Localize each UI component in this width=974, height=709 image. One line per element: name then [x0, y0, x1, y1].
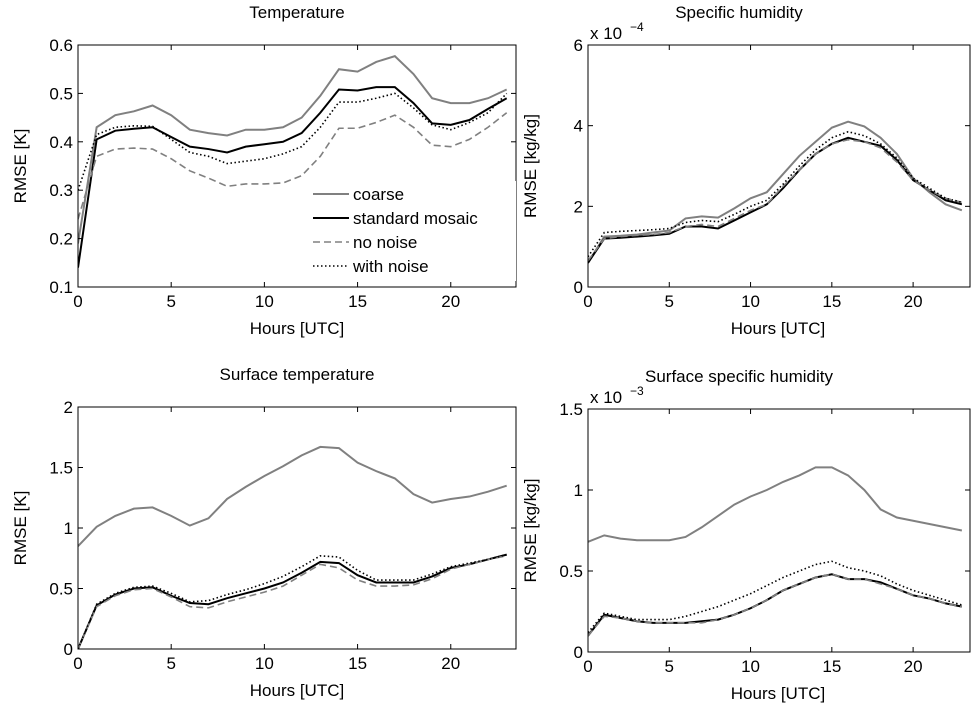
x-tick-label: 0 [583, 292, 592, 311]
x-tick-label: 15 [822, 657, 841, 676]
y-axis-label: RMSE [K] [11, 129, 30, 204]
legend-label: with noise [352, 257, 429, 276]
x-axis-label: Hours [UTC] [731, 319, 825, 338]
legend-label: standard mosaic [353, 209, 478, 228]
y-tick-label: 2 [64, 398, 73, 417]
y-tick-label: 0.5 [49, 84, 73, 103]
y-tick-label: 2 [574, 197, 583, 216]
x-tick-label: 20 [904, 292, 923, 311]
series-line [588, 130, 963, 258]
x-tick-label: 10 [741, 657, 760, 676]
axis-multiplier-exponent: −4 [630, 20, 644, 34]
y-tick-label: 6 [574, 36, 583, 55]
y-tick-label: 4 [574, 117, 583, 136]
axes-background [588, 45, 970, 287]
y-tick-label: 0.5 [49, 580, 73, 599]
x-tick-label: 15 [348, 654, 367, 673]
legend-label: no noise [353, 233, 417, 252]
x-tick-label: 5 [665, 292, 674, 311]
axes-background [78, 407, 516, 649]
x-tick-label: 0 [73, 292, 82, 311]
axes-background [588, 409, 970, 652]
x-tick-label: 20 [904, 657, 923, 676]
y-tick-label: 0 [574, 643, 583, 662]
y-tick-label: 0.3 [49, 181, 73, 200]
y-tick-label: 0.4 [49, 133, 73, 152]
subplot-title: Temperature [249, 3, 344, 22]
x-tick-label: 15 [348, 292, 367, 311]
series-line [78, 54, 508, 244]
x-tick-label: 20 [441, 292, 460, 311]
y-tick-label: 1 [574, 481, 583, 500]
series-line [588, 573, 963, 637]
y-tick-label: 0.2 [49, 230, 73, 249]
y-tick-label: 0 [574, 278, 583, 297]
x-tick-label: 10 [255, 292, 274, 311]
y-axis-label: RMSE [K] [11, 491, 30, 566]
series-line [78, 112, 508, 220]
x-tick-label: 5 [665, 657, 674, 676]
series-line [588, 560, 963, 634]
x-axis-label: Hours [UTC] [731, 684, 825, 703]
series-line [78, 553, 507, 649]
x-axis-label: Hours [UTC] [250, 319, 344, 338]
plot-area [588, 466, 963, 637]
subplot: 0 5 10 15 20 0.1 0.2 0.3 0.4 0.5 0.6 Temperature Hou… [11, 3, 517, 338]
subplot-title: Surface temperature [220, 365, 375, 384]
y-tick-label: 1.5 [559, 400, 583, 419]
y-tick-label: 0.5 [559, 562, 583, 581]
y-tick-label: 1.5 [49, 459, 73, 478]
x-tick-label: 5 [166, 654, 175, 673]
axis-multiplier: x 10 [590, 388, 622, 407]
y-tick-label: 0.6 [49, 36, 73, 55]
x-tick-label: 15 [822, 292, 841, 311]
series-line [588, 466, 963, 543]
x-tick-label: 5 [166, 292, 175, 311]
y-tick-label: 0 [64, 640, 73, 659]
axes-frame [587, 44, 971, 288]
x-tick-label: 10 [255, 654, 274, 673]
y-axis-label: RMSE [kg/kg] [521, 114, 540, 218]
subplot: 0 5 10 15 20 0 2 4 6 Specific humidity Hours [UTC]… [521, 3, 971, 338]
legend-label: coarse [353, 185, 404, 204]
y-tick-label: 0.1 [49, 278, 73, 297]
axis-multiplier: x 10 [590, 24, 622, 43]
series-line [78, 555, 507, 649]
legend-box [301, 181, 516, 281]
subplot-title: Specific humidity [675, 3, 803, 22]
series-line [78, 92, 508, 191]
axes-frame [77, 44, 517, 288]
y-tick-label: 1 [64, 519, 73, 538]
subplot-title: Surface specific humidity [645, 367, 834, 386]
series-line [78, 553, 507, 649]
subplot: 0 5 10 15 20 0 0.5 1 1.5 2 Surface temperature Hour… [11, 365, 517, 700]
plot-area [78, 445, 507, 649]
y-axis-label: RMSE [kg/kg] [521, 479, 540, 583]
subplot: 0 5 10 15 20 0 0.5 1 1.5 Surface specific humidit… [521, 367, 971, 703]
series-line [78, 86, 508, 268]
x-tick-label: 0 [583, 657, 592, 676]
x-axis-label: Hours [UTC] [250, 681, 344, 700]
x-tick-label: 10 [741, 292, 760, 311]
series-line [588, 120, 963, 264]
axis-multiplier-exponent: −3 [630, 384, 644, 398]
series-line [588, 136, 963, 264]
axes-frame [587, 408, 971, 653]
series-line [78, 445, 507, 547]
plot-area [78, 54, 508, 268]
plot-area [588, 120, 963, 264]
x-tick-label: 20 [441, 654, 460, 673]
x-tick-label: 0 [73, 654, 82, 673]
